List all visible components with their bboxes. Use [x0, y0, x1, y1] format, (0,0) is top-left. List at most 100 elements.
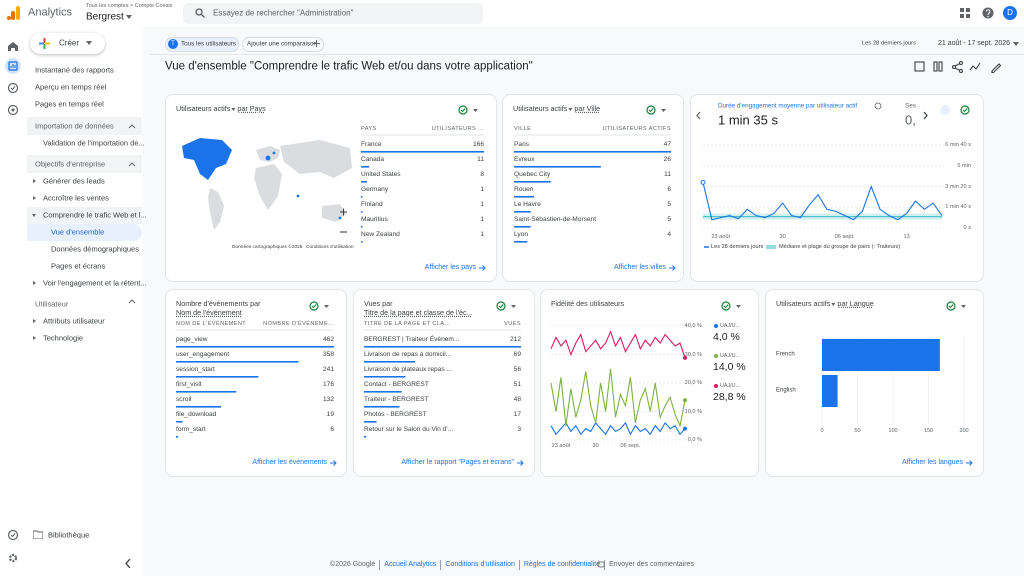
card-title: Nombre d'événements par [176, 298, 261, 308]
card-link[interactable]: Afficher les langues [902, 458, 963, 466]
nav-item[interactable]: Aperçu en temps réel [35, 82, 107, 92]
nav-item[interactable]: Technologie [43, 333, 84, 343]
collapse-icon[interactable] [125, 559, 131, 568]
row-label: Photos - BERGREST [364, 411, 427, 419]
row-label: New Zealand [361, 231, 400, 239]
page-title: Vue d'ensemble "Comprendre le trafic Web… [165, 60, 533, 73]
date-range[interactable]: 21 août - 17 sept. 2026 [938, 39, 1010, 47]
section-title[interactable]: Utilisateur [35, 299, 69, 309]
card-link[interactable]: Afficher les pays [424, 263, 476, 271]
card-link[interactable]: Afficher les villes [613, 263, 666, 271]
section-title[interactable]: Importation de données [35, 121, 114, 131]
nav-item[interactable]: Voir l'engagement et la rétent... [43, 278, 147, 288]
section-band [27, 155, 142, 173]
card-link[interactable]: Afficher les événements [252, 458, 327, 466]
breadcrumb[interactable]: Tous les comptes > Compte Coesis [86, 2, 173, 9]
card-title-dimension: par Ville [574, 103, 601, 113]
property-selector[interactable]: Bergrest [86, 11, 124, 23]
rail [0, 27, 26, 576]
segment-chip[interactable] [165, 37, 239, 52]
avatar[interactable]: D [1003, 6, 1017, 20]
row-label: France [361, 141, 382, 149]
logo [7, 6, 20, 20]
footer-text: ©2026 Google [330, 561, 376, 568]
folder-icon [33, 530, 43, 539]
period-label: Les 28 derniers jours [861, 40, 916, 47]
card [165, 94, 497, 282]
row-value: 212 [509, 336, 521, 344]
row-value: 3 [517, 426, 521, 434]
row-value: 69 [513, 351, 521, 359]
row-value: 11 [477, 156, 484, 164]
card-title: Vues par [364, 298, 393, 308]
card-title: Titre de la page et classe de l'éc... [364, 307, 473, 317]
footer-link[interactable]: Envoyer des commentaires [604, 560, 698, 570]
row-value: 26 [663, 156, 671, 164]
row-label: BERGREST | Traiteur Événem... [364, 336, 460, 344]
nav-item[interactable]: Bibliothèque [48, 530, 90, 540]
row-value: 132 [322, 396, 334, 404]
nav-item[interactable]: Comprendre le trafic Web et l... [43, 210, 147, 220]
row-value: 11 [664, 171, 671, 179]
row-label: United States [361, 171, 401, 179]
compare-chip[interactable] [242, 37, 324, 52]
row-value: 5 [667, 201, 671, 209]
caret [126, 15, 132, 19]
x-tick-label: 06 sept. [620, 442, 641, 449]
nav-item[interactable]: Validation de l'importation de... [43, 138, 145, 148]
apps-icon[interactable] [960, 8, 970, 18]
row-value: 358 [322, 351, 334, 359]
card [165, 289, 347, 477]
row-value: 1 [480, 216, 484, 224]
row-label: user_engagement [176, 351, 230, 359]
row-label: Paris [514, 141, 530, 149]
row-value: 56 [513, 366, 521, 374]
legend-value: 4,0 % [713, 330, 740, 343]
row-value: 166 [472, 141, 484, 149]
nav-item[interactable]: Pages en temps réel [35, 99, 104, 109]
legend-label: Médiane et plage du groupe de pairs (: T… [779, 243, 901, 250]
section-title[interactable]: Objectifs d'entreprise [35, 159, 106, 169]
active-band [27, 224, 142, 241]
create-button[interactable] [30, 33, 105, 54]
footer-link[interactable]: Conditions d'utilisation [440, 560, 518, 570]
plus [313, 40, 320, 47]
row-value: 1 [480, 201, 484, 209]
footer-link[interactable]: Accueil Analytics [379, 560, 440, 570]
row-value: 51 [513, 381, 521, 389]
metric-title[interactable]: Durée d'engagement moyenne par utilisate… [718, 102, 858, 110]
column-header: UTILISATEURS ... [431, 125, 484, 132]
nav-item[interactable]: Attributs utilisateur [43, 316, 105, 326]
footer-link[interactable]: Règles de confidentialité [518, 560, 604, 570]
page-actions[interactable] [912, 60, 1007, 74]
x-tick-label: 23 août [711, 233, 731, 240]
card-link[interactable]: Afficher le rapport "Pages et écrans" [401, 458, 514, 466]
row-label: Livraison de plateaux repas ... [364, 366, 452, 374]
map-terms[interactable]: Conditions d'utilisation [306, 245, 354, 251]
search-box[interactable] [183, 3, 483, 24]
help-icon[interactable] [982, 7, 994, 19]
map-credit: Données cartographiques ©2026 [232, 245, 303, 251]
y-tick-label: 1 min 40 s [945, 204, 971, 211]
nav-item[interactable]: Générer des leads [43, 176, 105, 186]
column-header: TITRE DE LA PAGE ET CLA... [364, 320, 451, 327]
row-label: Finland [361, 201, 383, 209]
row-label: page_view [176, 336, 208, 344]
x-tick-label: 100 [888, 427, 898, 434]
row-label: Mauritius [361, 216, 388, 224]
row-label: Le Havre [514, 201, 541, 209]
nav-subitem[interactable]: Pages et écrans [51, 261, 106, 271]
legend-value: 14,0 % [713, 360, 746, 373]
column-header: UTILISATEURS ACTIFS [602, 125, 671, 132]
nav-item[interactable]: Instantané des rapports [35, 65, 114, 75]
nav-subitem[interactable]: Données démographiques [51, 244, 139, 254]
x-tick-label: 06 sept. [834, 233, 855, 240]
x-tick-label: 30 [592, 442, 599, 449]
nav-item[interactable]: Accroître les ventes [43, 193, 109, 203]
card [765, 289, 984, 477]
y-tick-label: 20,0 % [684, 379, 702, 386]
x-tick-label: 200 [959, 427, 969, 434]
card-title-dimension: par Langue [837, 298, 874, 308]
metric-value: 0, [905, 112, 916, 128]
nav-subitem[interactable]: Vue d'ensemble [51, 227, 105, 237]
